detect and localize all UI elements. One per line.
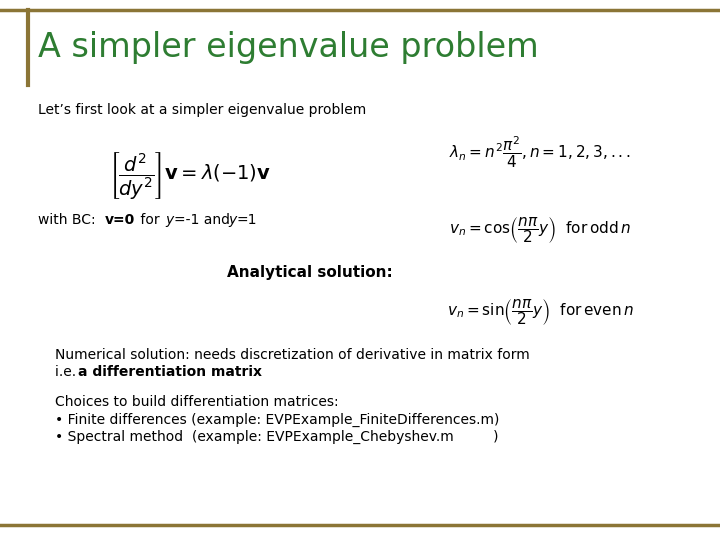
Text: =-1 and: =-1 and	[174, 213, 235, 227]
Text: Numerical solution: needs discretization of derivative in matrix form: Numerical solution: needs discretization…	[55, 348, 530, 362]
Text: v=0: v=0	[105, 213, 135, 227]
Text: y: y	[228, 213, 236, 227]
Text: $\lambda_n = n^2\dfrac{\pi^2}{4},n = 1,2,3,...$: $\lambda_n = n^2\dfrac{\pi^2}{4},n = 1,2…	[449, 134, 631, 170]
Text: $v_n = \cos\!\left(\dfrac{n\pi}{2}y\right)\ \ \mathrm{for\,odd\,}n$: $v_n = \cos\!\left(\dfrac{n\pi}{2}y\righ…	[449, 215, 631, 245]
Text: Let’s first look at a simpler eigenvalue problem: Let’s first look at a simpler eigenvalue…	[38, 103, 366, 117]
Text: $\left[\dfrac{d^2}{dy^2}\right]\mathbf{v} = \lambda(-1)\mathbf{v}$: $\left[\dfrac{d^2}{dy^2}\right]\mathbf{v…	[109, 150, 271, 200]
Text: for: for	[136, 213, 164, 227]
Text: Choices to build differentiation matrices:: Choices to build differentiation matrice…	[55, 395, 338, 409]
Text: • Finite differences (example: EVPExample_FiniteDifferences.m): • Finite differences (example: EVPExampl…	[55, 413, 500, 427]
Text: Analytical solution:: Analytical solution:	[227, 265, 393, 280]
Text: A simpler eigenvalue problem: A simpler eigenvalue problem	[38, 31, 539, 64]
Text: i.e.: i.e.	[55, 365, 81, 379]
Text: y: y	[165, 213, 174, 227]
Text: • Spectral method  (example: EVPExample_Chebyshev.m         ): • Spectral method (example: EVPExample_C…	[55, 430, 498, 444]
Text: $v_n = \sin\!\left(\dfrac{n\pi}{2}y\right)\ \ \mathrm{for\,even\,}n$: $v_n = \sin\!\left(\dfrac{n\pi}{2}y\righ…	[446, 297, 634, 327]
Text: a differentiation matrix: a differentiation matrix	[78, 365, 262, 379]
Text: =1: =1	[237, 213, 258, 227]
Text: with BC:: with BC:	[38, 213, 100, 227]
